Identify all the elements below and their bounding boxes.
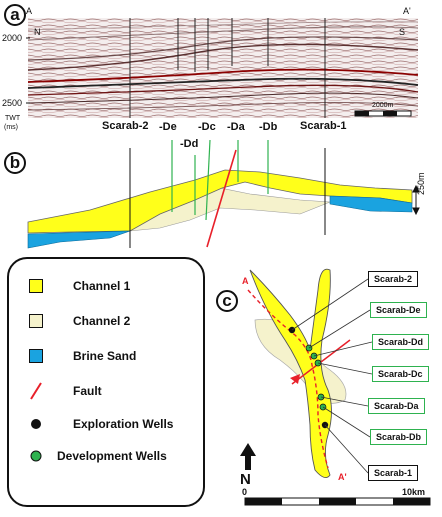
scale-end-label: 10km xyxy=(402,487,426,497)
fault-line xyxy=(206,149,237,248)
exploration-well-dot-icon xyxy=(31,419,41,429)
legend-item-exploration-wells: Exploration Wells xyxy=(29,417,173,431)
scale-start-label: 0 xyxy=(242,487,248,497)
development-well-lines xyxy=(171,139,269,221)
map-end-a: A xyxy=(242,276,249,286)
exploration-well-lines xyxy=(129,148,326,248)
seismic-scale-bar xyxy=(354,110,412,117)
well-label-de: -De xyxy=(159,121,177,133)
map-tag-scarab-1: Scarab-1 xyxy=(368,465,419,481)
section-line-a-a-prime xyxy=(247,289,329,469)
thickness-arrow xyxy=(412,184,420,216)
y-tick-2500: 2500 xyxy=(2,98,23,108)
north-label: N xyxy=(240,471,251,488)
fault-symbol-icon xyxy=(30,382,42,400)
panel-c-label: c xyxy=(216,290,238,312)
brine-sand-swatch xyxy=(29,349,43,363)
cross-section xyxy=(27,139,420,249)
map-end-a-prime: A' xyxy=(338,472,347,482)
legend-label-channel-1: Channel 1 xyxy=(73,279,131,293)
y-tick-2000: 2000 xyxy=(2,33,23,43)
panel-a-label: a xyxy=(4,4,26,26)
section-end-a-prime: A' xyxy=(403,6,411,16)
map-tag-scarab-2: Scarab-2 xyxy=(368,271,419,287)
well-label-scarab-2: Scarab-2 xyxy=(102,120,149,132)
legend-item-channel-2: Channel 2 xyxy=(29,314,130,328)
map-scale-bar xyxy=(244,497,431,506)
well-label-db: -Db xyxy=(259,121,278,133)
well-label-da: -Da xyxy=(227,121,245,133)
map-channel-1 xyxy=(249,268,332,479)
panel-b-label: b xyxy=(4,152,26,174)
legend-label-channel-2: Channel 2 xyxy=(73,314,131,328)
well-label-scarab-1: Scarab-1 xyxy=(300,120,347,132)
legend-label-exploration-wells: Exploration Wells xyxy=(73,417,174,431)
direction-north: N xyxy=(34,27,41,37)
y-unit-ms: (ms) xyxy=(4,124,18,131)
channel-2-swatch xyxy=(29,314,43,328)
map-view xyxy=(240,268,431,506)
scale-bar-label: 2000m xyxy=(372,102,394,109)
map-tag-scarab-da: Scarab-Da xyxy=(368,398,425,414)
y-unit-twt: TWT xyxy=(5,115,21,122)
map-tag-leaders xyxy=(291,278,373,474)
map-tag-scarab-dc: Scarab-Dc xyxy=(372,366,429,382)
well-label-dc: -Dc xyxy=(198,121,216,133)
seismic-well-lines xyxy=(129,18,326,118)
legend-item-development-wells: Development Wells xyxy=(29,449,167,463)
north-arrow-icon xyxy=(240,443,256,470)
brine-sand-left xyxy=(27,230,131,249)
direction-south: S xyxy=(399,27,406,37)
map-tag-scarab-dd: Scarab-Dd xyxy=(372,334,430,350)
legend-label-fault: Fault xyxy=(73,384,102,398)
legend-label-brine-sand: Brine Sand xyxy=(73,349,137,363)
legend-item-channel-1: Channel 1 xyxy=(29,279,130,293)
map-fault-marker xyxy=(290,374,300,384)
map-tag-scarab-de: Scarab-De xyxy=(370,302,427,318)
legend-item-fault: Fault xyxy=(29,382,102,400)
channel-1-swatch xyxy=(29,279,43,293)
development-well-dot-icon xyxy=(30,450,42,462)
seismic-reflectors xyxy=(27,21,419,111)
map-tag-scarab-db: Scarab-Db xyxy=(370,429,428,445)
section-end-a: A xyxy=(26,6,33,16)
well-label-dd: -Dd xyxy=(180,138,199,150)
thickness-label: 250m xyxy=(416,172,426,195)
seismic-section xyxy=(26,18,419,118)
legend-label-development-wells: Development Wells xyxy=(57,449,167,463)
legend-item-brine-sand: Brine Sand xyxy=(29,349,136,363)
brine-sand-right xyxy=(329,195,413,213)
legend: Channel 1 Channel 2 Brine Sand Fault Exp… xyxy=(7,257,205,507)
